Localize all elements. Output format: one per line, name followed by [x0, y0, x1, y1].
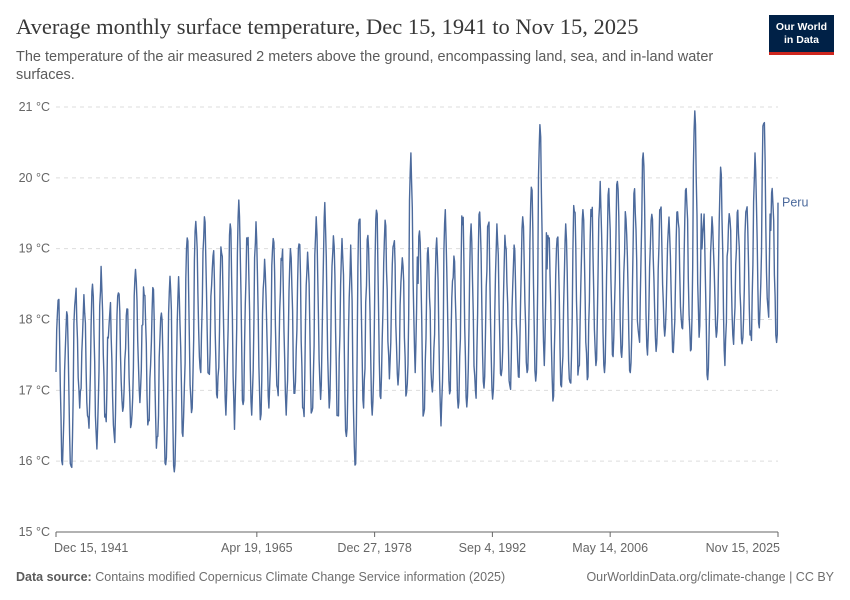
- data-source: Data source: Contains modified Copernicu…: [16, 570, 505, 584]
- y-tick-label: 21 °C: [19, 100, 50, 114]
- y-axis-tick-labels: 15 °C 16 °C 17 °C 18 °C 19 °C 20 °C 21 °C: [19, 100, 50, 539]
- series-line-peru: [55, 110, 779, 473]
- y-tick-label: 20 °C: [19, 171, 50, 185]
- series-labels: Peru: [782, 196, 808, 210]
- y-tick-label: 15 °C: [19, 525, 50, 539]
- owid-logo[interactable]: Our World in Data: [769, 15, 834, 55]
- y-tick-label: 16 °C: [19, 454, 50, 468]
- x-tick-label: Nov 15, 2025: [706, 541, 780, 555]
- series-lines: [55, 110, 779, 473]
- data-source-text[interactable]: Contains modified Copernicus Climate Cha…: [95, 570, 506, 584]
- y-tick-label: 18 °C: [19, 313, 50, 327]
- x-axis: Dec 15, 1941 Apr 19, 1965 Dec 27, 1978 Sep …: [54, 531, 780, 555]
- y-tick-label: 17 °C: [19, 383, 50, 397]
- x-tick-label: Sep 4, 1992: [459, 541, 526, 555]
- x-tick-label: May 14, 2006: [572, 541, 648, 555]
- series-label-peru: Peru: [782, 196, 808, 210]
- logo-line-1: Our World: [775, 21, 828, 33]
- line-chart: 15 °C 16 °C 17 °C 18 °C 19 °C 20 °C 21 °C Dec …: [19, 100, 809, 555]
- logo-line-2: in Data: [783, 33, 819, 46]
- chart-title: Average monthly surface temperature, Dec…: [16, 14, 639, 39]
- credit-link[interactable]: OurWorldinData.org/climate-change | CC B…: [586, 570, 834, 584]
- chart-subtitle: The temperature of the air measured 2 me…: [16, 49, 714, 83]
- x-tick-label: Dec 15, 1941: [54, 541, 128, 555]
- x-tick-label: Apr 19, 1965: [221, 541, 293, 555]
- data-source-label: Data source:: [16, 570, 92, 584]
- x-tick-label: Dec 27, 1978: [337, 541, 411, 555]
- y-tick-label: 19 °C: [19, 242, 50, 256]
